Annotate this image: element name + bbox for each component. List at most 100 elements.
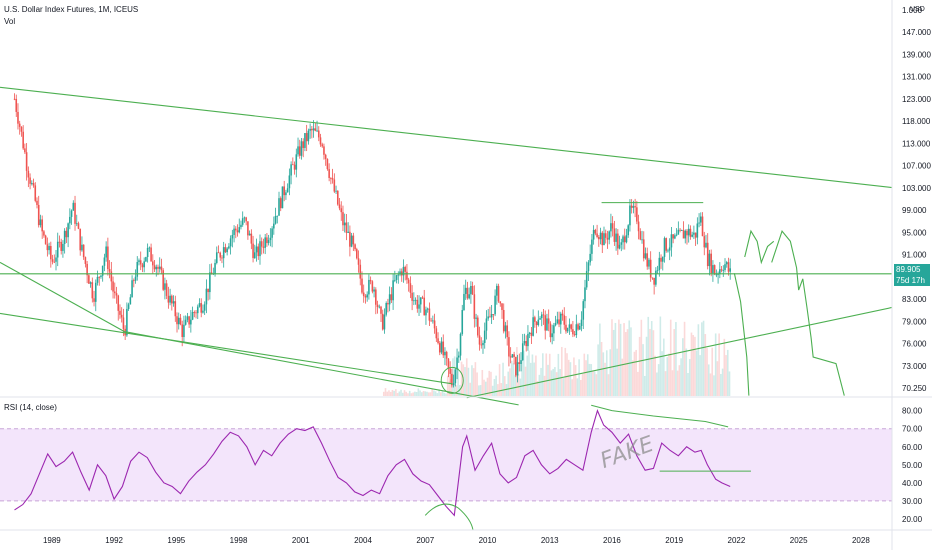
candle-body [629,205,631,226]
volume-bar [403,390,406,396]
candle-body [290,164,292,176]
candle-body [525,341,528,347]
candle-body [88,275,90,284]
price-tick-label: 76.000 [902,340,927,349]
volume-bar [531,354,534,396]
candle-body [388,294,391,305]
candle-body [461,310,464,334]
candle-body [646,253,649,267]
candle-body [658,257,661,271]
forecast-path-2 [771,229,845,396]
candle-body [271,228,273,238]
volume-bar [483,379,485,396]
candle-body [148,247,151,249]
volume-bar [661,351,663,396]
volume-bar [502,362,504,396]
volume-bar [701,322,703,396]
volume-bar [386,391,389,396]
candle-body [682,230,685,239]
rsi-tick-label: 60.00 [902,443,923,452]
candle-body [473,294,476,319]
candle-body [58,241,61,243]
candle-body [409,283,412,293]
rsi-tick-label: 20.00 [902,515,923,524]
volume-bar [465,358,468,396]
volume-bar [478,385,480,396]
volume-bar [526,355,529,396]
volume-bar [714,333,717,396]
rsi-tick-label: 70.00 [902,425,923,434]
candle-body [668,247,671,251]
candle-body [489,316,491,318]
candle-body [345,222,348,233]
candle-body [160,266,163,271]
candle-body [686,230,688,236]
volume-bar [408,390,411,396]
candle-body [611,223,614,229]
candle-body [717,274,719,275]
lower-trendline-b [0,312,453,385]
candle-body [13,98,16,100]
volume-bar [538,374,541,396]
candle-body [112,281,114,292]
candle-body [297,146,299,155]
volume-bar [490,371,492,396]
volume-bar [450,379,452,396]
price-tick-label: 147.000 [902,28,931,37]
candle-body [342,212,344,226]
candle-body [696,223,699,238]
candle-body [478,335,481,345]
candle-body [394,279,396,281]
time-axis: 1986198919921995199820012004200720102013… [43,536,870,545]
candle-body [528,332,531,334]
candle-body [195,312,197,314]
candle-body [570,324,572,330]
volume-bar [464,367,466,396]
candle-body [684,230,687,239]
candle-body [145,257,147,262]
volume-bar [481,369,484,396]
candle-body [708,253,711,267]
candle-body [627,225,630,236]
candle-body [634,206,636,208]
candle-body [506,325,508,338]
symbol-title: U.S. Dollar Index Futures, 1M, ICEUS [4,5,139,14]
candle-body [96,276,99,283]
candle-body [663,238,666,257]
price-tick-label: 70.250 [902,384,927,393]
time-tick-label: 2013 [541,536,559,545]
volume-bar [588,363,591,396]
candle-body [100,275,102,277]
candle-body [41,219,43,232]
candle-body [77,223,80,229]
candle-body [176,316,178,325]
volume-bar [522,350,525,396]
candle-body [63,230,66,244]
candle-body [317,130,320,138]
volume-bar [567,359,570,396]
volume-bar [474,362,477,396]
volume-bar [382,391,385,396]
candle-body [447,358,450,369]
price-tick-label: 73.000 [902,362,927,371]
candle-body [639,231,642,240]
volume-bar [605,350,608,396]
volume-bar [619,323,622,396]
candle-body [636,207,638,222]
candle-body [150,247,152,262]
candle-body [138,260,140,262]
volume-bar [657,364,660,396]
candle-body [675,234,678,236]
candle-body [589,253,591,263]
volume-bar [472,368,475,396]
candle-body [55,257,57,262]
volume-bar [695,350,698,396]
candle-body [534,317,536,322]
candle-body [321,144,324,147]
candle-body [24,148,26,153]
candle-body [316,130,318,132]
candle-body [205,288,208,305]
volume-bar [452,358,454,396]
volume-bar [559,368,561,396]
